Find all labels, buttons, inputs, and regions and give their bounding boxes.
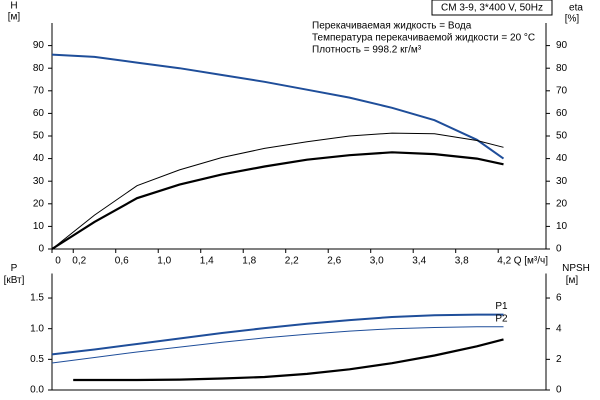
x-tick-label: 0,6	[115, 256, 129, 267]
y-tick-label: 50	[33, 131, 45, 142]
series-label: P1	[495, 301, 508, 312]
annotation: Плотность = 998.2 кг/м³	[312, 45, 422, 56]
x-tick-label: 3,0	[370, 256, 384, 267]
y2-tick-label: 60	[556, 108, 568, 119]
y2-tick-label: 0	[556, 244, 562, 255]
y-tick-label: 10	[33, 221, 45, 232]
y-tick-label: 40	[33, 153, 45, 164]
y2-tick-label: 80	[556, 63, 568, 74]
x-tick-label: 1,8	[242, 256, 256, 267]
x-tick-label: 1,0	[157, 256, 171, 267]
y-tick-label: 0	[38, 244, 44, 255]
y2-label: NPSH	[562, 263, 590, 274]
x-tick-label: 2,2	[285, 256, 299, 267]
y-tick-label: 60	[33, 108, 45, 119]
series-label: P2	[495, 313, 508, 324]
y-tick-label: 30	[33, 176, 45, 187]
y2-tick-label: 50	[556, 131, 568, 142]
y2-tick-label: 10	[556, 221, 568, 232]
y2-tick-label: 40	[556, 153, 568, 164]
x-tick-label: 0	[55, 256, 61, 267]
y-tick-label: 0.0	[30, 385, 44, 396]
y-tick-label: 0.5	[30, 354, 44, 365]
y2-tick-label: 70	[556, 85, 568, 96]
y-unit: [кВт]	[4, 275, 25, 286]
y-tick-label: 1.5	[30, 293, 44, 304]
y2-tick-label: 6	[556, 293, 562, 304]
annotation: Перекачиваемая жидкость = Вода	[312, 21, 472, 32]
chart-title: CM 3-9, 3*400 V, 50Hz	[441, 3, 543, 14]
y2-tick-label: 90	[556, 40, 568, 51]
y-tick-label: 1.0	[30, 323, 44, 334]
y-tick-label: 20	[33, 198, 45, 209]
y2-tick-label: 4	[556, 323, 562, 334]
x-tick-label: 3,4	[412, 256, 426, 267]
annotation: Температура перекачиваемой жидкости = 20…	[312, 33, 535, 44]
y-tick-label: 70	[33, 85, 45, 96]
x-tick-label: 4,2	[497, 256, 511, 267]
y-tick-label: 90	[33, 40, 45, 51]
x-tick-label: 2,6	[327, 256, 341, 267]
curve	[51, 313, 504, 356]
x-tick-label: 0,2	[72, 256, 86, 267]
curve	[51, 151, 504, 250]
y2-tick-label: 20	[556, 198, 568, 209]
x-tick-label: 3,8	[455, 256, 469, 267]
y-label: P	[11, 263, 18, 274]
curve	[51, 326, 504, 364]
y-label: H	[10, 1, 17, 12]
y2-tick-label: 0	[556, 385, 562, 396]
y2-unit: [%]	[565, 14, 580, 25]
y2-tick-label: 2	[556, 354, 562, 365]
curve	[51, 132, 504, 250]
y-unit: [м]	[8, 12, 21, 23]
curve	[51, 53, 505, 160]
y2-unit: [м]	[566, 275, 579, 286]
title-box	[431, 0, 553, 16]
x-label: Q [м³/ч]	[514, 256, 549, 267]
y2-tick-label: 30	[556, 176, 568, 187]
y-tick-label: 80	[33, 63, 45, 74]
y2-label: eta	[569, 3, 583, 14]
x-tick-label: 1,4	[200, 256, 214, 267]
curve	[73, 338, 504, 382]
